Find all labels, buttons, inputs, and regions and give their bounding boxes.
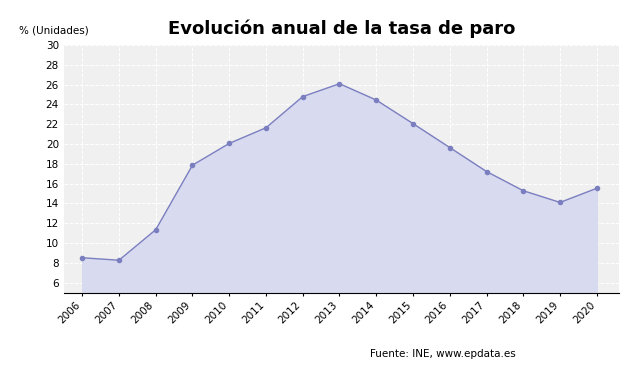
Text: % (Unidades): % (Unidades)	[19, 25, 89, 35]
Title: Evolución anual de la tasa de paro: Evolución anual de la tasa de paro	[168, 20, 515, 38]
Text: Fuente: INE, www.epdata.es: Fuente: INE, www.epdata.es	[370, 350, 516, 359]
